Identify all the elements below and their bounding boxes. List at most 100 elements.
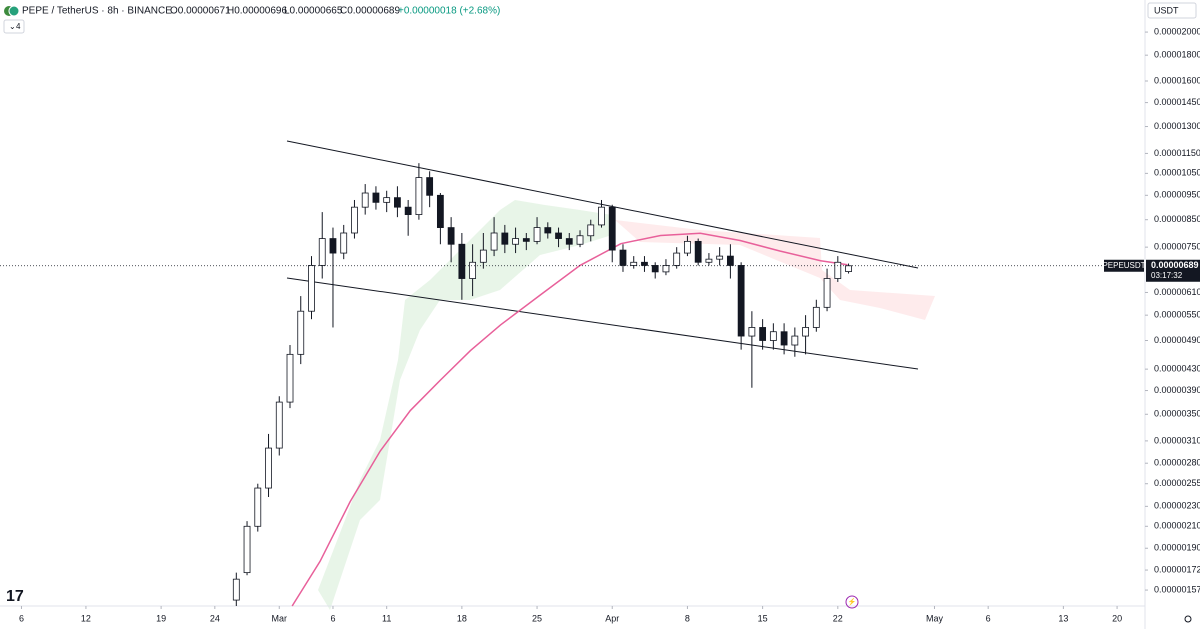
x-tick-label: 6 bbox=[330, 613, 335, 623]
candle-body bbox=[522, 238, 530, 242]
event-glyph: ⚡ bbox=[848, 597, 857, 606]
y-tick-label: 0.00000157 bbox=[1154, 584, 1200, 594]
ohlc-close: C0.00000689 bbox=[340, 6, 400, 17]
y-tick-label: 0.00000850 bbox=[1154, 214, 1200, 224]
y-tick-label: 0.00002000 bbox=[1154, 26, 1200, 36]
y-tick-label: 0.00000172 bbox=[1154, 564, 1200, 574]
y-tick-label: 0.00000430 bbox=[1154, 364, 1200, 374]
y-tick-label: 0.00001600 bbox=[1154, 75, 1200, 85]
candle-body bbox=[544, 227, 552, 234]
candle-body bbox=[608, 206, 616, 251]
candle-body bbox=[684, 240, 691, 254]
y-tick-label: 0.00000490 bbox=[1154, 335, 1200, 345]
candle-body bbox=[436, 194, 444, 228]
candle-body bbox=[576, 235, 584, 245]
currency-box[interactable] bbox=[1147, 2, 1197, 19]
candle-body bbox=[361, 192, 369, 208]
candle-body bbox=[533, 227, 541, 242]
candle-body bbox=[415, 177, 423, 216]
candle-body bbox=[630, 261, 638, 266]
y-tick-label: 0.00000190 bbox=[1154, 543, 1200, 553]
candle-body bbox=[243, 525, 251, 574]
candle-body bbox=[232, 578, 240, 601]
candle-body bbox=[802, 327, 809, 337]
settings-icon[interactable] bbox=[1184, 615, 1192, 623]
x-tick-label: 24 bbox=[210, 613, 220, 623]
candle-body bbox=[426, 177, 434, 196]
candle-body bbox=[845, 265, 852, 272]
last-price-box bbox=[1146, 259, 1200, 282]
y-tick-label: 0.00001450 bbox=[1154, 97, 1200, 107]
y-tick-label: 0.00000210 bbox=[1154, 521, 1200, 531]
y-tick-label: 0.00000610 bbox=[1154, 287, 1200, 297]
x-tick-label: 20 bbox=[1112, 613, 1122, 623]
candle-body bbox=[351, 206, 358, 234]
x-tick-label: 19 bbox=[156, 613, 166, 623]
plot: 0.00002000 0.00001800 0.00001600 0.00001450… bbox=[0, 26, 1200, 623]
y-tick-label: 0.00000255 bbox=[1154, 478, 1200, 488]
candle-body bbox=[726, 255, 734, 266]
y-tick-label: 0.00001150 bbox=[1154, 148, 1200, 158]
x-tick-label: May bbox=[926, 613, 944, 623]
cloud-bearish bbox=[615, 220, 935, 320]
y-tick-label: 0.00000310 bbox=[1154, 435, 1200, 445]
y-tick-label: 0.00001800 bbox=[1154, 50, 1200, 60]
x-tick-label: Mar bbox=[272, 613, 288, 623]
candle-body bbox=[479, 249, 487, 263]
candle-body bbox=[780, 331, 788, 346]
trend-line-lower[interactable] bbox=[286, 277, 919, 370]
x-tick-label: 11 bbox=[382, 613, 391, 623]
candle-body bbox=[458, 243, 466, 279]
y-tick-label: 0.00000280 bbox=[1154, 458, 1200, 468]
candle-body bbox=[318, 238, 326, 266]
candle-body bbox=[404, 206, 412, 216]
x-tick-label: 22 bbox=[833, 613, 843, 623]
y-tick-label: 0.00001300 bbox=[1154, 121, 1200, 131]
candle-body bbox=[340, 232, 348, 254]
symbol-title[interactable]: PEPE / TetherUS · 8h · BINANCE bbox=[22, 6, 172, 17]
y-tick-label: 0.00000550 bbox=[1154, 310, 1200, 320]
indicator-count: 4 bbox=[16, 22, 21, 31]
last-price-label: 0.00000689 bbox=[1151, 260, 1199, 270]
candle-body bbox=[394, 197, 401, 208]
y-tick-label: 0.00000350 bbox=[1154, 409, 1200, 419]
candle-body bbox=[512, 238, 519, 245]
event-icon[interactable] bbox=[845, 595, 859, 609]
candle-body bbox=[447, 227, 455, 245]
x-tick-label: Apr bbox=[605, 613, 619, 623]
y-tick-label: 0.00000390 bbox=[1154, 385, 1200, 395]
candle-body bbox=[641, 261, 648, 266]
trend-line-upper[interactable] bbox=[286, 140, 919, 269]
symbol-tag: PEPEUSDT bbox=[1102, 261, 1145, 270]
brand-logo[interactable]: 17 bbox=[6, 588, 24, 605]
candle-body bbox=[565, 238, 573, 245]
indicator-toggle[interactable] bbox=[3, 19, 25, 34]
candle-body bbox=[490, 232, 498, 251]
candle-body bbox=[469, 261, 477, 279]
y-tick-label: 0.00000950 bbox=[1154, 190, 1200, 200]
candle-body bbox=[769, 331, 777, 341]
ohlc-open: O0.00000671 bbox=[170, 6, 231, 17]
y-tick-label: 0.00001050 bbox=[1154, 168, 1200, 178]
candle-body bbox=[791, 335, 799, 346]
symbol-tag-box bbox=[1104, 259, 1144, 272]
y-tick-label: 0.00000230 bbox=[1154, 501, 1200, 511]
candle-body bbox=[694, 240, 702, 263]
indicator-caret: ⌄ bbox=[9, 22, 16, 31]
x-tick-label: 13 bbox=[1058, 613, 1068, 623]
candle-body bbox=[673, 252, 681, 266]
candle-body bbox=[308, 265, 315, 312]
candle-body bbox=[329, 238, 337, 254]
y-tick-label: 0.00000750 bbox=[1154, 242, 1200, 252]
x-tick-label: 8 bbox=[685, 613, 690, 623]
x-tick-label: 18 bbox=[457, 613, 467, 623]
candle-body bbox=[716, 255, 724, 260]
candle-body bbox=[834, 261, 842, 279]
candle-body bbox=[651, 265, 659, 273]
currency-logo bbox=[8, 5, 20, 17]
moving-average bbox=[291, 232, 848, 607]
x-tick-label: 25 bbox=[532, 613, 542, 623]
